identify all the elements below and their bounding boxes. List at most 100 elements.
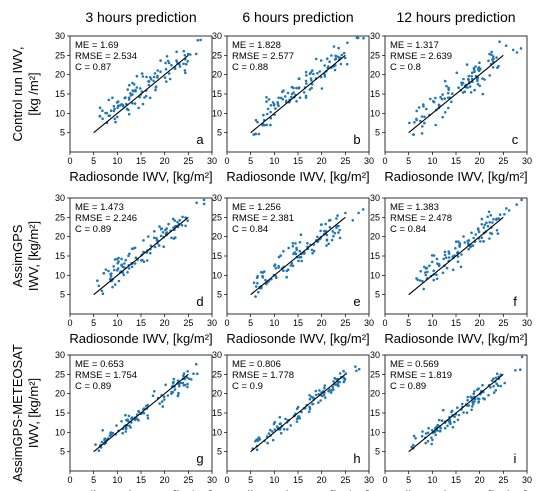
x-tick-label: 20 bbox=[317, 318, 327, 328]
x-tick-label: 5 bbox=[248, 156, 253, 166]
data-point bbox=[430, 260, 434, 264]
data-point bbox=[101, 117, 104, 120]
data-point bbox=[467, 74, 471, 78]
data-point bbox=[421, 125, 424, 128]
data-point bbox=[430, 254, 434, 257]
data-point bbox=[442, 257, 446, 261]
data-point bbox=[265, 123, 269, 127]
x-tick-label: 10 bbox=[112, 475, 122, 485]
data-point bbox=[146, 414, 149, 417]
data-point bbox=[443, 250, 447, 254]
data-point bbox=[120, 420, 123, 423]
y-tick-label: 5 bbox=[60, 447, 65, 457]
data-point bbox=[254, 118, 258, 122]
data-point bbox=[447, 86, 450, 90]
x-tick-label: 15 bbox=[451, 475, 461, 485]
data-point bbox=[126, 419, 130, 423]
data-point bbox=[165, 55, 169, 58]
data-point bbox=[431, 438, 434, 442]
x-tick-label: 20 bbox=[475, 318, 485, 328]
data-point bbox=[302, 252, 306, 255]
data-point bbox=[446, 424, 449, 428]
data-point bbox=[488, 237, 491, 240]
data-point bbox=[199, 38, 202, 42]
x-tick-label: 5 bbox=[248, 475, 253, 485]
data-point bbox=[346, 41, 349, 45]
data-point bbox=[462, 77, 465, 81]
data-point bbox=[115, 424, 118, 427]
data-point bbox=[176, 220, 179, 224]
data-point bbox=[290, 262, 294, 265]
data-point bbox=[424, 432, 428, 435]
data-point bbox=[477, 397, 481, 401]
data-point bbox=[335, 226, 338, 230]
data-point bbox=[323, 73, 326, 76]
data-point bbox=[314, 57, 318, 61]
data-point bbox=[481, 77, 484, 80]
data-point bbox=[186, 370, 189, 373]
data-point bbox=[108, 434, 112, 438]
data-point bbox=[497, 217, 501, 220]
data-point bbox=[101, 109, 104, 112]
data-point bbox=[323, 386, 326, 390]
data-point bbox=[460, 402, 464, 406]
data-point bbox=[116, 115, 119, 119]
data-point bbox=[443, 426, 447, 430]
panel-letter: e bbox=[353, 294, 360, 309]
x-axis-label: Radiosonde IWV, [kg/m²] bbox=[69, 169, 212, 184]
data-point bbox=[469, 91, 473, 94]
data-point bbox=[137, 106, 140, 110]
data-point bbox=[156, 69, 159, 72]
data-point bbox=[271, 438, 275, 442]
y-tick-label: 20 bbox=[212, 70, 222, 80]
x-tick-label: 25 bbox=[183, 156, 193, 166]
data-point bbox=[101, 292, 105, 296]
data-point bbox=[154, 86, 158, 89]
data-point bbox=[441, 115, 444, 119]
y-tick-label: 30 bbox=[212, 350, 222, 360]
data-point bbox=[425, 107, 428, 111]
data-point bbox=[277, 266, 280, 269]
data-point bbox=[473, 70, 476, 73]
data-point bbox=[332, 388, 335, 391]
data-point bbox=[461, 91, 465, 94]
x-tick-label: 20 bbox=[317, 156, 327, 166]
data-point bbox=[129, 94, 133, 97]
data-point bbox=[432, 269, 436, 273]
data-point bbox=[470, 408, 473, 412]
data-point bbox=[337, 46, 340, 50]
data-point bbox=[317, 401, 320, 404]
data-point bbox=[269, 110, 272, 114]
row-labels: Control run IWV, [kg /m²]AssimGPS IWV, [kg… bbox=[10, 47, 41, 482]
data-point bbox=[327, 242, 331, 246]
data-point bbox=[498, 40, 501, 43]
data-point bbox=[355, 36, 359, 40]
data-point bbox=[481, 92, 485, 96]
data-point bbox=[294, 252, 298, 256]
data-point bbox=[477, 68, 480, 72]
data-point bbox=[332, 234, 335, 238]
data-point bbox=[472, 68, 476, 71]
data-point bbox=[260, 286, 263, 290]
data-point bbox=[144, 94, 148, 98]
data-point bbox=[492, 391, 496, 394]
y-tick-label: 25 bbox=[370, 212, 380, 222]
data-point bbox=[286, 91, 290, 95]
data-point bbox=[254, 439, 257, 443]
data-point bbox=[440, 419, 444, 423]
data-point bbox=[414, 436, 417, 440]
data-point bbox=[421, 430, 424, 433]
data-point bbox=[97, 284, 101, 288]
data-point bbox=[520, 198, 523, 202]
x-tick-label: 25 bbox=[183, 475, 193, 485]
data-point bbox=[186, 52, 190, 56]
x-tick-label: 5 bbox=[406, 475, 411, 485]
data-point bbox=[490, 50, 493, 54]
y-tick-label: 15 bbox=[370, 251, 380, 261]
y-tick-label: 20 bbox=[370, 70, 380, 80]
x-tick-label: 5 bbox=[248, 318, 253, 328]
data-point bbox=[337, 55, 340, 59]
data-point bbox=[491, 221, 494, 224]
data-point bbox=[487, 210, 491, 214]
x-tick-label: 10 bbox=[269, 156, 279, 166]
